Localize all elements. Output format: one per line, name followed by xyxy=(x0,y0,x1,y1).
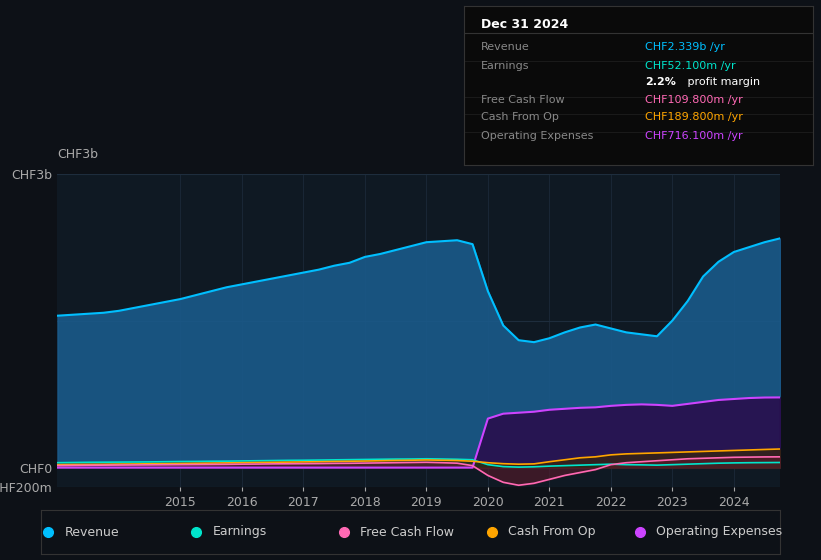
Text: CHF2.339b /yr: CHF2.339b /yr xyxy=(645,42,725,52)
Text: Operating Expenses: Operating Expenses xyxy=(481,132,594,142)
Text: 2.2%: 2.2% xyxy=(645,77,677,87)
Text: Revenue: Revenue xyxy=(481,42,530,52)
Text: CHF109.800m /yr: CHF109.800m /yr xyxy=(645,95,743,105)
Text: Cash From Op: Cash From Op xyxy=(481,113,559,122)
Text: Free Cash Flow: Free Cash Flow xyxy=(360,525,454,539)
Text: Cash From Op: Cash From Op xyxy=(508,525,595,539)
Text: CHF3b: CHF3b xyxy=(57,148,99,161)
Text: CHF52.100m /yr: CHF52.100m /yr xyxy=(645,61,736,71)
Text: Earnings: Earnings xyxy=(213,525,267,539)
Text: Earnings: Earnings xyxy=(481,61,530,71)
Text: CHF189.800m /yr: CHF189.800m /yr xyxy=(645,113,743,122)
Text: Operating Expenses: Operating Expenses xyxy=(656,525,782,539)
Text: Dec 31 2024: Dec 31 2024 xyxy=(481,18,569,31)
Text: CHF716.100m /yr: CHF716.100m /yr xyxy=(645,132,743,142)
Text: Free Cash Flow: Free Cash Flow xyxy=(481,95,565,105)
Text: Revenue: Revenue xyxy=(65,525,119,539)
Text: profit margin: profit margin xyxy=(684,77,759,87)
